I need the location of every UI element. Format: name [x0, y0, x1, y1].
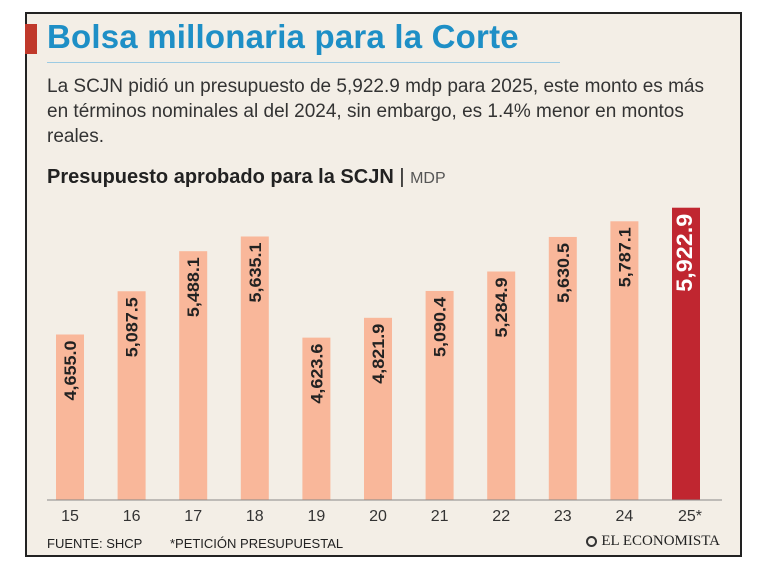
logo-text: EL ECONOMISTA [601, 533, 720, 549]
bar-25-projected [672, 207, 700, 500]
x-tick-label: 19 [308, 508, 326, 525]
data-label-23: 5,630.5 [554, 243, 573, 303]
page-subtitle: La SCJN pidió un presupuesto de 5,922.9 … [47, 76, 704, 147]
x-tick-label: 16 [123, 508, 141, 525]
footnote-text: *PETICIÓN PRESUPUESTAL [169, 536, 344, 551]
x-tick-label: 21 [431, 508, 449, 525]
bar-16 [117, 291, 146, 500]
bar-22 [487, 271, 516, 500]
title-accent-bar [25, 24, 37, 54]
x-tick-label: 17 [184, 508, 202, 525]
source-text: FUENTE: SHCP [47, 536, 143, 551]
data-label-21: 5,090.4 [431, 296, 450, 357]
chart-heading: Presupuesto aprobado para la SCJN | MDP [47, 166, 446, 189]
bar-17 [179, 251, 208, 500]
x-tick-label: 20 [369, 508, 387, 525]
el-economista-logo: EL ECONOMISTA [586, 533, 720, 550]
bar-19 [302, 337, 331, 500]
x-tick-label: 22 [492, 508, 510, 525]
bar-21 [425, 290, 454, 500]
bar-20 [364, 317, 392, 500]
x-tick-label: 24 [616, 508, 634, 525]
chart-heading-separator: | [399, 166, 405, 188]
data-label-24: 5,787.1 [615, 227, 634, 287]
data-label-17: 5,488.1 [184, 257, 203, 317]
bar-15 [56, 334, 84, 500]
bar-23 [548, 236, 577, 500]
x-tick-label: 15 [61, 508, 79, 525]
data-label-19: 4,623.6 [307, 344, 326, 404]
x-tick-label: 23 [554, 508, 572, 525]
data-label-22: 5,284.9 [492, 278, 511, 338]
x-tick-label: 18 [246, 508, 264, 525]
data-label-18: 5,635.1 [246, 242, 265, 302]
data-label-16: 5,087.5 [123, 297, 142, 357]
data-label-25-projected: 5,922.9 [672, 214, 697, 292]
footer-source: FUENTE: SHCP *PETICIÓN PRESUPUESTAL [47, 536, 367, 551]
page-title: Bolsa millonaria para la Corte [47, 18, 519, 55]
title-underline [47, 62, 560, 63]
bar-24 [610, 221, 639, 501]
data-label-20: 4,821.9 [369, 324, 388, 384]
bar-18 [240, 236, 269, 501]
chart-unit: MDP [410, 170, 446, 187]
x-tick-label: 25* [678, 508, 702, 525]
chart-title: Presupuesto aprobado para la SCJN [47, 166, 394, 188]
logo-icon [586, 536, 598, 547]
data-label-15: 4,655.0 [61, 341, 80, 401]
